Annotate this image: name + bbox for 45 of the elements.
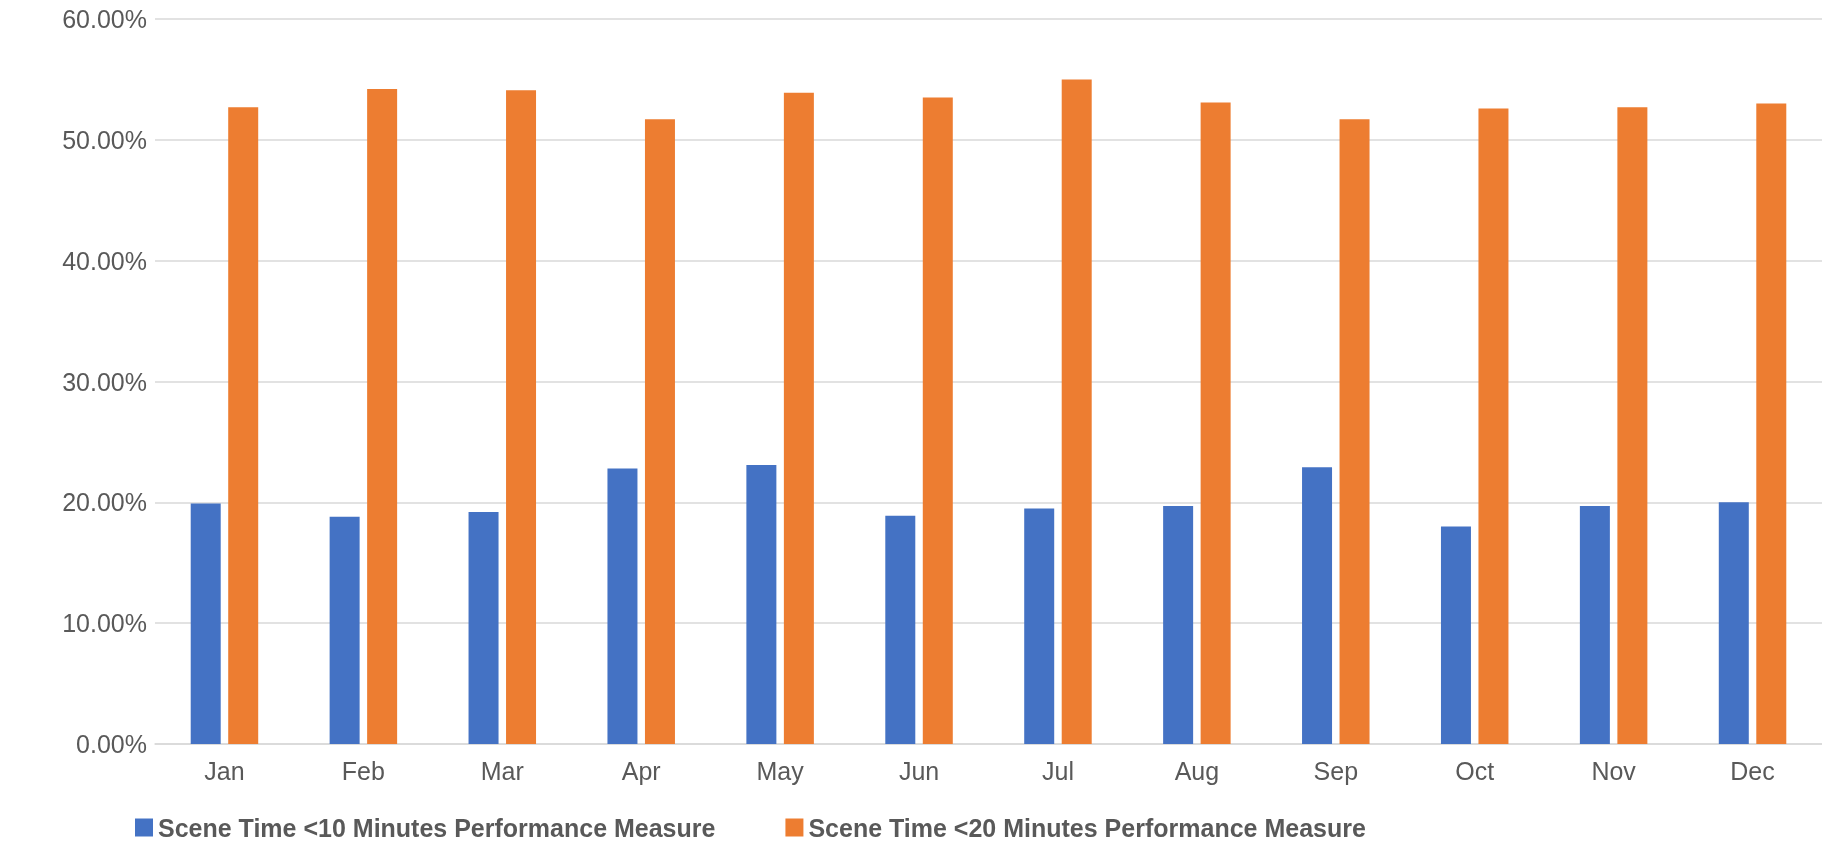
x-tick-label: Feb bbox=[341, 756, 385, 785]
bar bbox=[746, 464, 777, 744]
x-tick-label: Sep bbox=[1313, 756, 1359, 785]
bar bbox=[506, 90, 537, 744]
bar bbox=[1756, 103, 1787, 744]
x-tick-label: Dec bbox=[1730, 756, 1775, 785]
x-tick-label: Jan bbox=[204, 756, 245, 785]
y-tick-label: 60.00% bbox=[62, 5, 147, 33]
y-tick-label: 10.00% bbox=[62, 609, 147, 638]
bar bbox=[885, 515, 916, 744]
x-tick-label: Apr bbox=[621, 756, 661, 785]
y-tick-label: 30.00% bbox=[62, 367, 147, 396]
bar bbox=[1478, 108, 1509, 744]
bar bbox=[1440, 526, 1471, 744]
y-tick-label: 40.00% bbox=[62, 246, 147, 275]
bar bbox=[1339, 119, 1370, 744]
bar bbox=[607, 468, 638, 744]
y-tick-label: 0.00% bbox=[76, 730, 147, 758]
x-tick-label: Mar bbox=[480, 756, 524, 785]
x-tick-label: Jun bbox=[898, 756, 940, 785]
x-tick-label: Jul bbox=[1041, 756, 1074, 785]
bar bbox=[367, 89, 398, 744]
bar bbox=[922, 97, 953, 744]
bar bbox=[1024, 508, 1055, 744]
y-tick-label: 20.00% bbox=[62, 488, 147, 517]
legend-label: Scene Time <10 Minutes Performance Measure bbox=[158, 813, 716, 842]
y-tick-label: 50.00% bbox=[62, 125, 147, 154]
bar bbox=[1200, 102, 1231, 744]
x-tick-label: Aug bbox=[1174, 756, 1220, 785]
bar bbox=[1302, 467, 1333, 744]
x-tick-label: Oct bbox=[1455, 756, 1495, 785]
bar bbox=[1617, 107, 1648, 744]
legend-label: Scene Time <20 Minutes Performance Measure bbox=[808, 813, 1366, 842]
x-tick-label: May bbox=[756, 756, 805, 785]
bar bbox=[329, 516, 360, 744]
bar bbox=[644, 119, 675, 744]
x-tick-label: Nov bbox=[1591, 756, 1637, 785]
bar bbox=[1061, 79, 1092, 744]
bar bbox=[1163, 505, 1194, 744]
bar bbox=[1579, 505, 1610, 744]
bar bbox=[228, 107, 259, 744]
bar bbox=[190, 503, 221, 744]
bar bbox=[783, 92, 814, 744]
bar bbox=[1718, 502, 1749, 744]
bar bbox=[468, 512, 499, 744]
